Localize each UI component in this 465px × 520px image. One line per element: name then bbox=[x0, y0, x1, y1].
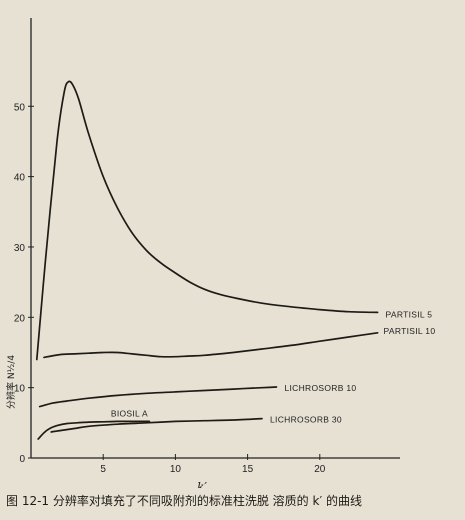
y-tick-label-20: 20 bbox=[14, 313, 26, 324]
figure-caption: 图 12-1 分辨率对填充了不同吸附剂的标准柱洗脱 溶质的 k′ 的曲线 bbox=[6, 494, 362, 508]
y-tick-label-30: 30 bbox=[14, 243, 26, 254]
series-label-partisil-5: PARTISIL 5 bbox=[386, 309, 433, 319]
series-line-partisil-5 bbox=[35, 80, 379, 361]
axes bbox=[30, 18, 400, 459]
x-axis-title: k′ bbox=[197, 480, 207, 488]
line-chart: 0 10 20 30 40 50 5 10 15 20 PARTISIL 5 PARTISIL 10… bbox=[5, 18, 435, 488]
x-tick-label-10: 10 bbox=[170, 464, 182, 475]
y-tick-label-0: 0 bbox=[19, 454, 25, 465]
series-line-partisil-10 bbox=[43, 331, 379, 359]
y-tick-label-10: 10 bbox=[14, 384, 26, 395]
series-line-biosil-a bbox=[37, 420, 151, 440]
x-tick-label-5: 5 bbox=[100, 464, 106, 475]
y-tick-label-50: 50 bbox=[14, 102, 26, 113]
series-lines bbox=[35, 80, 379, 440]
axis-titles: k′ 分辨率 N½/4 bbox=[5, 355, 207, 488]
y-tick-label-40: 40 bbox=[14, 173, 26, 184]
series-label-lichrosorb-30: LICHROSORB 30 bbox=[270, 415, 342, 425]
x-tick-label-15: 15 bbox=[242, 464, 254, 475]
series-line-lichrosorb-30 bbox=[50, 417, 263, 433]
ticks: 0 10 20 30 40 50 5 10 15 20 bbox=[14, 102, 326, 475]
series-label-biosil-a: BIOSIL A bbox=[111, 408, 148, 418]
series-line-lichrosorb-10 bbox=[38, 386, 278, 408]
series-label-partisil-10: PARTISIL 10 bbox=[384, 326, 436, 336]
series-label-lichrosorb-10: LICHROSORB 10 bbox=[284, 383, 356, 393]
series-labels: PARTISIL 5 PARTISIL 10 LICHROSORB 10 BIOSIL… bbox=[111, 309, 435, 424]
y-axis-title: 分辨率 N½/4 bbox=[5, 355, 17, 409]
x-tick-label-20: 20 bbox=[314, 464, 326, 475]
